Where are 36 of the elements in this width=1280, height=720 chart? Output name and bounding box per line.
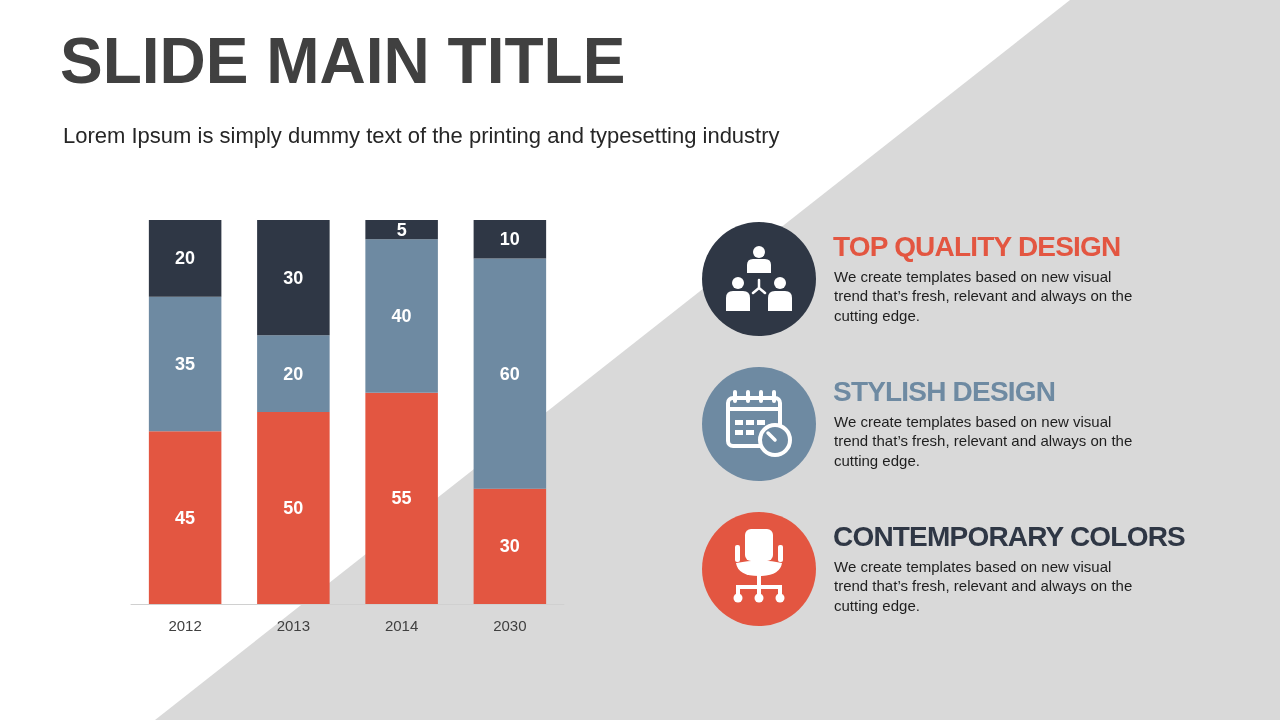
x-tick-label: 2012	[168, 617, 202, 634]
bar	[473, 258, 547, 489]
bar	[257, 220, 330, 336]
data-label: 55	[391, 488, 412, 509]
bar	[148, 296, 222, 432]
bar	[365, 220, 438, 240]
data-label: 10	[499, 229, 520, 250]
text: We create templates based on new visual trend that’s fresh, relevant and always on the cutting edge.	[834, 557, 1134, 615]
text: STYLISH DESIGN	[833, 376, 1056, 407]
text: We create templates based on new visual trend that’s fresh, relevant and always on the cutting edge.	[834, 267, 1134, 325]
data-label: 5	[396, 219, 407, 240]
text: TOP QUALITY DESIGN	[833, 231, 1121, 262]
data-label: 30	[283, 267, 304, 288]
data-label: 60	[499, 363, 520, 384]
data-label: 45	[175, 507, 196, 528]
bar	[257, 335, 330, 412]
bar	[148, 220, 222, 297]
bar	[473, 220, 547, 259]
text: We create templates based on new visual trend that’s fresh, relevant and always on the cutting edge.	[834, 412, 1134, 470]
bar	[473, 488, 547, 604]
x-tick-label: 2030	[493, 617, 527, 634]
data-label: 30	[499, 536, 520, 557]
bar	[148, 431, 222, 604]
bar	[365, 239, 438, 393]
chart-subtitle: Lorem Ipsum is simply dummy text of the printing and typesetting industry	[63, 123, 780, 148]
data-label: 50	[283, 498, 304, 518]
x-tick-label: 2013	[276, 617, 311, 634]
data-label: 20	[175, 248, 196, 269]
bar	[257, 412, 330, 604]
chart-title: SLIDE MAIN TITLE	[60, 25, 626, 97]
data-label: 20	[283, 363, 304, 384]
data-label: 40	[391, 306, 412, 326]
x-tick-label: 2014	[384, 617, 419, 634]
text: CONTEMPORARY COLORS	[833, 521, 1185, 552]
bar	[365, 392, 438, 604]
data-label: 35	[175, 354, 196, 374]
